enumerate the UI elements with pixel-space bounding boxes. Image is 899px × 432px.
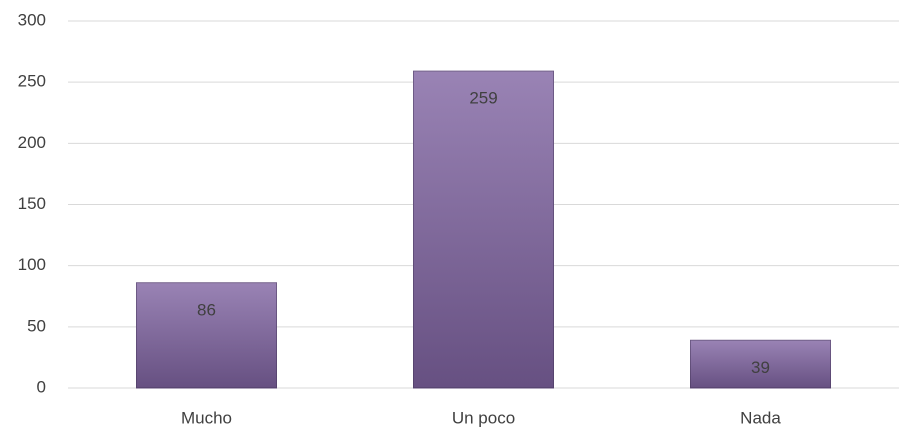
y-tick-label: 300	[18, 10, 46, 29]
y-tick-label: 200	[18, 133, 46, 152]
bar	[136, 282, 277, 389]
data-label: 39	[751, 358, 770, 377]
x-tick-label: Mucho	[181, 408, 232, 427]
x-tick-label: Un poco	[452, 408, 515, 427]
x-tick-label: Nada	[740, 408, 781, 427]
y-tick-label: 0	[37, 377, 46, 396]
y-tick-label: 100	[18, 255, 46, 274]
data-label: 86	[197, 300, 216, 319]
y-tick-label: 250	[18, 72, 46, 91]
bar	[413, 70, 554, 389]
data-label: 259	[469, 89, 497, 108]
y-tick-label: 50	[27, 316, 46, 335]
y-tick-label: 150	[18, 194, 46, 213]
